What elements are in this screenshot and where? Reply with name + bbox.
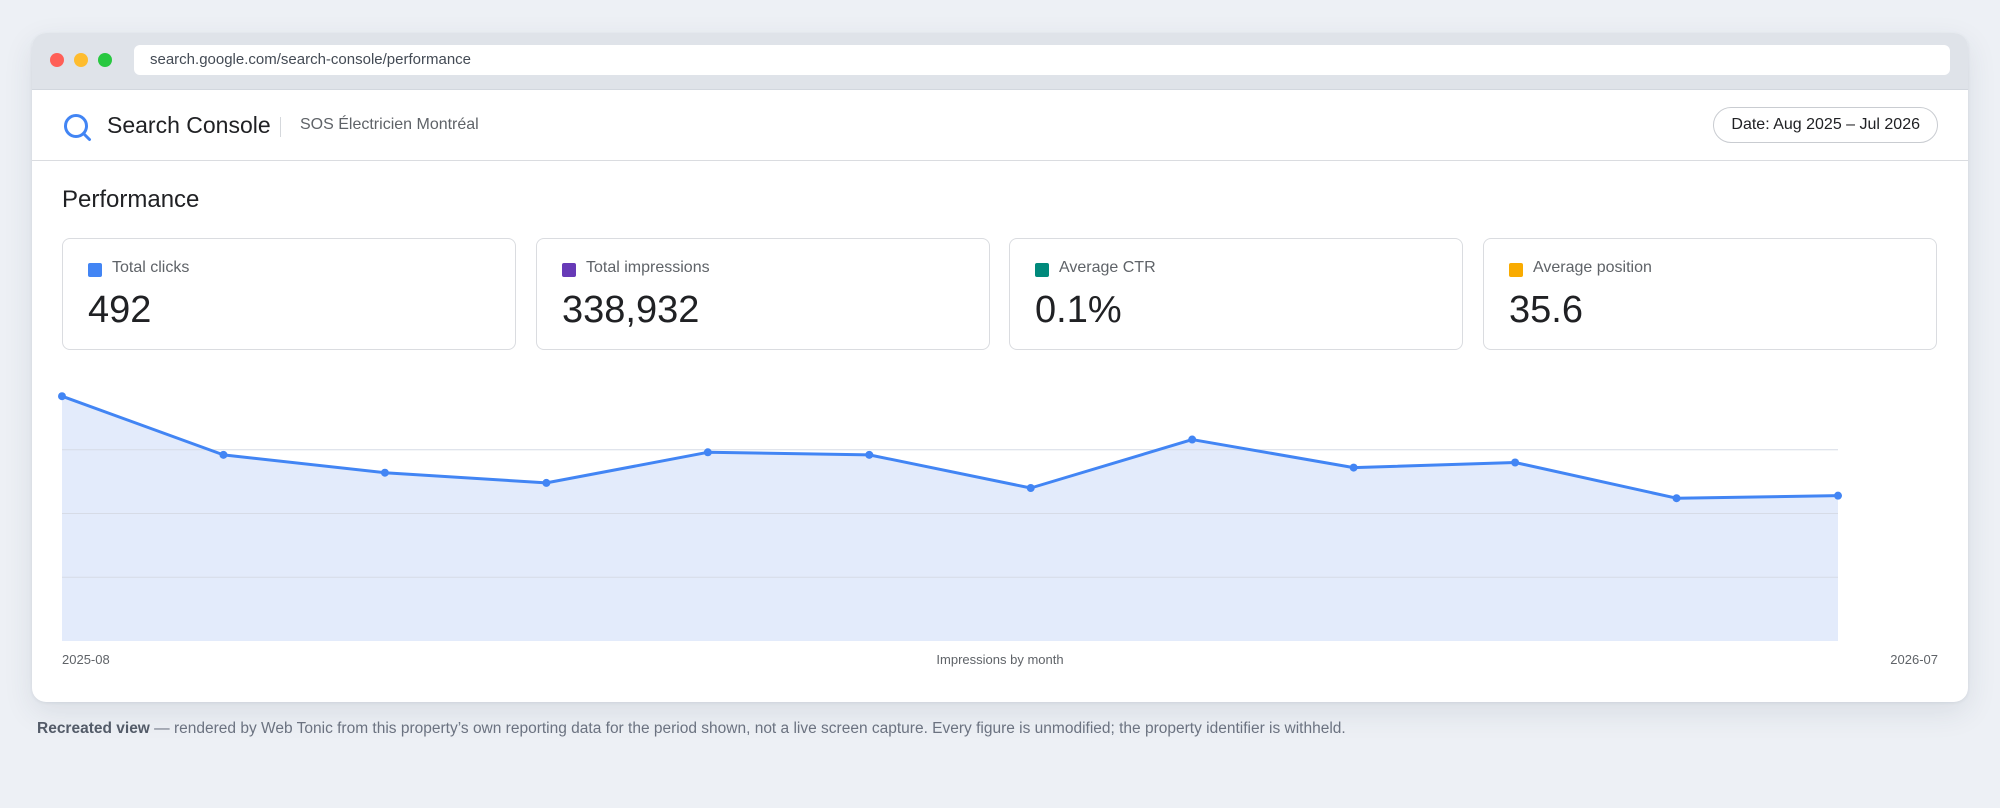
chart-data-point: [1672, 494, 1681, 503]
chart-data-point: [380, 468, 389, 477]
chart-data-point: [542, 478, 551, 487]
metric-value: 0.1%: [1035, 289, 1122, 331]
metric-label: Average CTR: [1059, 259, 1156, 276]
metric-value: 35.6: [1509, 289, 1583, 331]
browser-window: search.google.com/search-console/perform…: [32, 33, 1968, 702]
chart-data-point: [865, 450, 874, 459]
metric-color-swatch: [1035, 263, 1049, 277]
header-divider: [280, 117, 281, 137]
metric-card-ctr[interactable]: Average CTR 0.1%: [1009, 238, 1463, 350]
app-header: Search Console SOS Électricien Montréal …: [32, 90, 1968, 161]
metric-label: Total impressions: [586, 259, 710, 276]
metric-label: Total clicks: [112, 259, 190, 276]
chart-data-point: [1188, 435, 1197, 444]
chart-data-point: [703, 448, 712, 457]
close-window-button[interactable]: [50, 53, 64, 67]
metric-value: 492: [88, 289, 152, 331]
chart-data-point: [219, 450, 228, 459]
chart-data-point: [1349, 463, 1358, 472]
address-bar[interactable]: search.google.com/search-console/perform…: [134, 45, 1950, 75]
metric-color-swatch: [562, 263, 576, 277]
metric-label: Average position: [1533, 259, 1652, 276]
metric-color-swatch: [1509, 263, 1523, 277]
metric-color-swatch: [88, 263, 102, 277]
minimize-window-button[interactable]: [74, 53, 88, 67]
metric-value: 338,932: [562, 289, 700, 331]
metric-card-clicks[interactable]: Total clicks 492: [62, 238, 516, 350]
page-title: Performance: [62, 186, 200, 213]
chart-series-line: [61, 394, 1839, 500]
chart-data-point: [1026, 484, 1035, 492]
metric-card-impressions[interactable]: Total impressions 338,932: [536, 238, 990, 350]
maximize-window-button[interactable]: [98, 53, 112, 67]
footnote-text: — rendered by Web Tonic from this proper…: [149, 720, 1346, 737]
property-name: SOS Électricien Montréal: [300, 116, 479, 133]
chart-data-point: [1834, 491, 1842, 500]
date-range-button[interactable]: Date: Aug 2025 – Jul 2026: [1713, 107, 1938, 143]
footnote: Recreated view — rendered by Web Tonic f…: [37, 720, 1346, 738]
metric-card-position[interactable]: Average position 35.6: [1483, 238, 1937, 350]
chart-data-point: [58, 392, 66, 401]
app-title: Search Console: [107, 112, 271, 138]
x-axis-end-label: 2026-07: [1890, 652, 1938, 667]
search-icon: [64, 114, 91, 141]
x-axis-start-label: 2025-08: [62, 652, 110, 667]
chart-data-point: [1511, 458, 1520, 467]
chart-title: Impressions by month: [936, 652, 1064, 667]
footnote-bold: Recreated view: [37, 720, 150, 737]
browser-chrome: search.google.com/search-console/perform…: [32, 33, 1968, 90]
chart-area-fill: [62, 396, 1838, 641]
impressions-chart: [58, 392, 1842, 641]
